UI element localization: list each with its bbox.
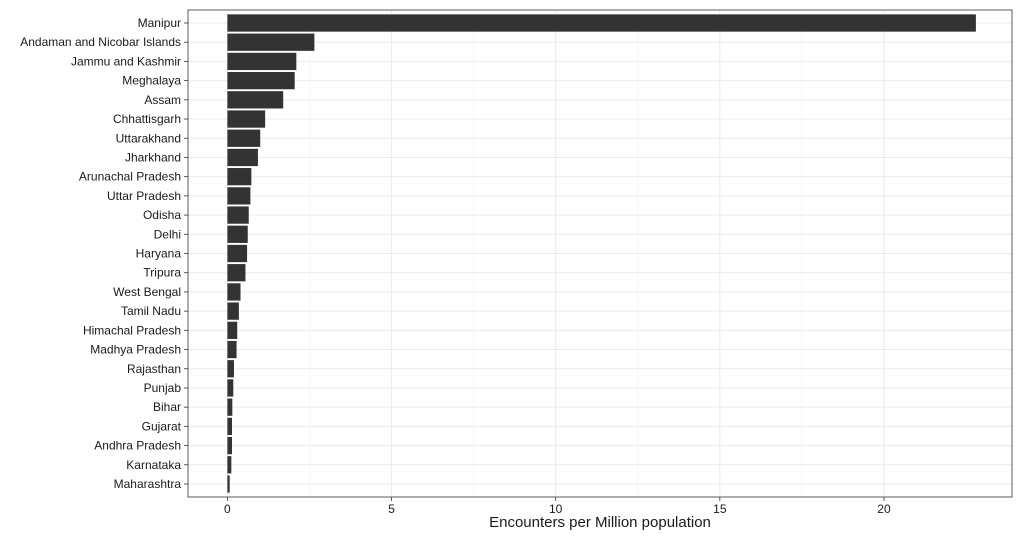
bar: [227, 379, 234, 397]
category-label: Andaman and Nicobar Islands: [20, 35, 181, 49]
x-tick-label: 0: [224, 502, 231, 516]
category-label: Jammu and Kashmir: [71, 54, 181, 68]
category-label: Arunachal Pradesh: [79, 170, 181, 184]
category-label: Himachal Pradesh: [83, 323, 181, 337]
category-label: Bihar: [153, 400, 181, 414]
bar: [227, 110, 266, 128]
category-label: Jharkhand: [125, 150, 181, 164]
category-label: Maharashtra: [114, 477, 182, 491]
category-label: Karnataka: [126, 458, 181, 472]
category-label: Chhattisgarh: [113, 112, 181, 126]
bar: [227, 187, 251, 205]
category-label: Rajasthan: [127, 362, 181, 376]
category-label: Manipur: [138, 16, 181, 30]
bar: [227, 360, 234, 378]
bar: [227, 14, 976, 32]
category-label: Assam: [144, 93, 181, 107]
category-label: Tamil Nadu: [121, 304, 181, 318]
bar: [227, 340, 237, 359]
x-axis-title: Encounters per Million population: [489, 514, 711, 531]
x-tick-label: 10: [549, 502, 563, 516]
bar: [227, 206, 249, 224]
bar: [227, 321, 238, 339]
category-label: Delhi: [154, 227, 181, 241]
bar: [227, 129, 261, 147]
x-tick-label: 20: [877, 502, 891, 516]
category-label: Andhra Pradesh: [94, 439, 181, 453]
bar: [227, 52, 297, 71]
category-label: Odisha: [143, 208, 181, 222]
bar: [227, 264, 246, 282]
bars: [227, 14, 976, 493]
x-tick-label: 5: [388, 502, 395, 516]
x-axis-labels: 0 5 10 15 20: [224, 497, 891, 516]
bar: [227, 168, 252, 186]
bar: [227, 475, 230, 493]
bar: [227, 456, 232, 474]
bar: [227, 71, 295, 90]
bar: [227, 417, 232, 436]
bar: [227, 91, 284, 109]
category-label: Uttar Pradesh: [107, 189, 181, 203]
category-label: Gujarat: [142, 419, 182, 433]
y-axis-labels: Manipur Andaman and Nicobar Islands Jammu …: [20, 16, 188, 491]
bar: [227, 398, 233, 416]
category-label: Meghalaya: [122, 74, 181, 88]
category-label: Madhya Pradesh: [90, 343, 181, 357]
category-label: Punjab: [144, 381, 182, 395]
bar: [227, 436, 232, 455]
bar: [227, 283, 241, 301]
bar: [227, 244, 248, 263]
category-label: Haryana: [136, 247, 182, 261]
category-label: Uttarakhand: [116, 131, 181, 145]
x-tick-label: 15: [713, 502, 727, 516]
category-label: West Bengal: [113, 285, 181, 299]
category-label: Tripura: [143, 266, 181, 280]
bar: [227, 148, 258, 167]
bar: [227, 225, 248, 243]
bar: [227, 302, 239, 320]
bar: [227, 33, 315, 51]
